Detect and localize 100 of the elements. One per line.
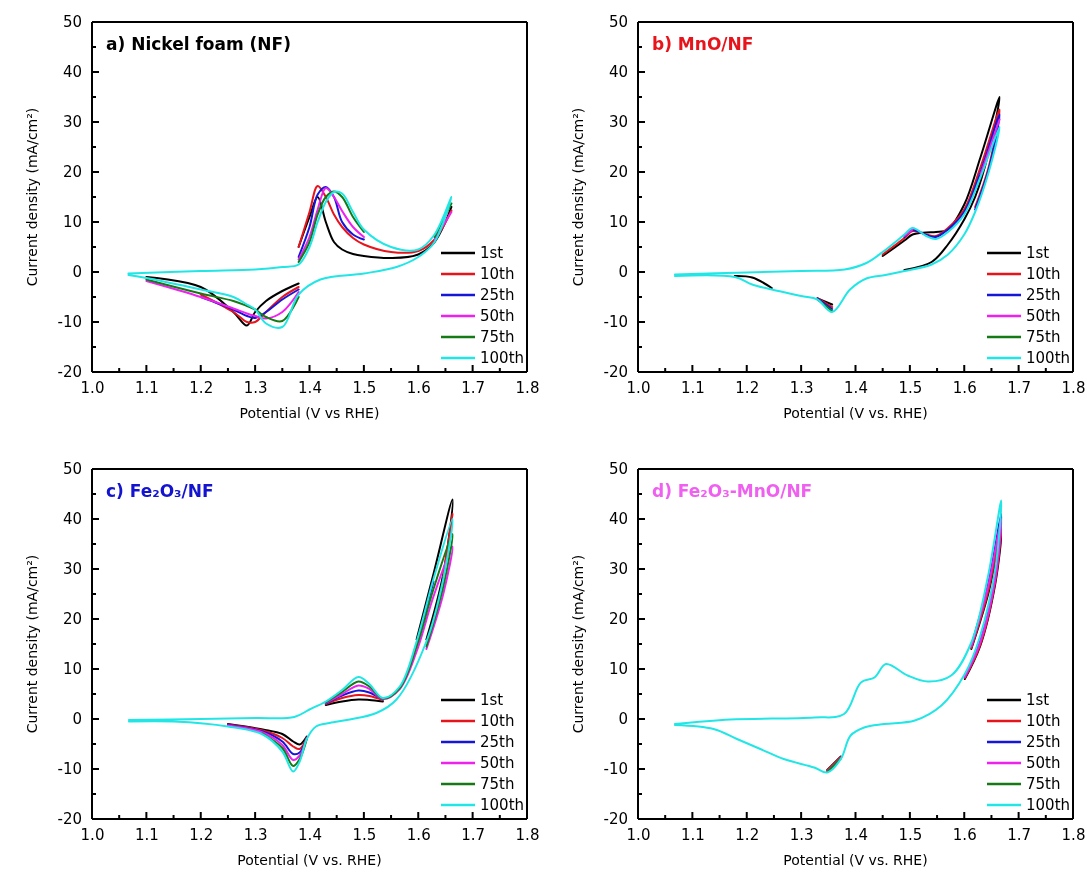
legend-label: 50th [1026, 754, 1061, 772]
x-tick-label: 1.7 [461, 378, 486, 397]
legend-label: 10th [1026, 712, 1061, 730]
x-tick-label: 1.1 [134, 825, 159, 844]
y-tick-label: -10 [57, 760, 82, 779]
x-tick-label: 1.8 [1061, 825, 1086, 844]
x-axis-title: Potential (V vs. RHE) [783, 852, 928, 868]
y-tick-label: -10 [603, 313, 628, 332]
y-tick-label: -20 [57, 810, 82, 829]
legend-label: 100th [480, 796, 525, 814]
legend-label: 10th [1026, 265, 1061, 283]
legend-label: 25th [1026, 286, 1061, 304]
x-axis-title: Potential (V vs. RHE) [237, 852, 382, 868]
x-tick-label: 1.6 [952, 825, 977, 844]
y-tick-label: 20 [608, 163, 628, 182]
line-series [127, 518, 454, 773]
y-tick-label: -10 [603, 760, 628, 779]
x-tick-label: 1.5 [352, 825, 377, 844]
legend-label: 100th [1026, 349, 1071, 367]
x-tick-label: 1.4 [298, 825, 322, 844]
legend-label: 100th [1026, 796, 1071, 814]
y-tick-label: -20 [603, 810, 628, 829]
text: b) MnO/NF [652, 34, 754, 54]
y-tick-label: 0 [618, 710, 628, 729]
legend-label: 75th [480, 328, 515, 346]
line-series [673, 499, 1003, 774]
x-tick-label: 1.6 [406, 825, 431, 844]
x-tick-label: 1.4 [844, 825, 868, 844]
y-tick-label: 30 [62, 560, 82, 579]
y-tick-label: 50 [608, 13, 628, 32]
x-tick-label: 1.8 [515, 825, 540, 844]
x-tick-label: 1.3 [243, 378, 268, 397]
y-tick-label: 30 [608, 113, 628, 132]
y-tick-label: 0 [72, 710, 82, 729]
y-tick-label: 40 [608, 510, 628, 529]
y-axis-title: Current density (mA/cm²) [570, 554, 586, 734]
y-tick-label: 50 [62, 460, 82, 479]
y-axis-title: Current density (mA/cm²) [24, 107, 40, 287]
x-tick-label: 1.0 [626, 378, 651, 397]
y-tick-label: 50 [62, 13, 82, 32]
x-tick-label: 1.4 [844, 378, 868, 397]
x-tick-label: 1.5 [898, 825, 923, 844]
legend-label: 1st [480, 244, 504, 262]
x-tick-label: 1.1 [134, 378, 159, 397]
x-tick-label: 1.6 [952, 378, 977, 397]
legend-label: 1st [480, 691, 504, 709]
x-axis-title: Potential (V vs. RHE) [783, 405, 928, 421]
y-axis-title: Current density (mA/cm²) [24, 554, 40, 734]
y-tick-label: 20 [62, 163, 82, 182]
text: a) Nickel foam (NF) [106, 34, 291, 54]
legend-label: 25th [480, 286, 515, 304]
y-tick-label: 10 [62, 213, 82, 232]
line-series [673, 126, 1001, 313]
legend-label: 50th [480, 754, 515, 772]
x-tick-label: 1.0 [80, 825, 105, 844]
x-tick-label: 1.7 [1007, 825, 1032, 844]
legend-label: 100th [480, 349, 525, 367]
legend-label: 1st [1026, 244, 1050, 262]
x-tick-label: 1.0 [626, 825, 651, 844]
x-tick-label: 1.3 [789, 378, 814, 397]
y-tick-label: 20 [62, 610, 82, 629]
x-tick-label: 1.7 [1007, 378, 1032, 397]
x-tick-label: 1.8 [1061, 378, 1086, 397]
y-tick-label: 20 [608, 610, 628, 629]
y-tick-label: -10 [57, 313, 82, 332]
text: c) Fe₂O₃/NF [106, 481, 214, 501]
x-tick-label: 1.7 [461, 825, 486, 844]
x-tick-label: 1.5 [898, 378, 923, 397]
y-tick-label: 0 [618, 263, 628, 282]
y-tick-label: 10 [608, 213, 628, 232]
x-tick-label: 1.0 [80, 378, 105, 397]
legend-label: 10th [480, 712, 515, 730]
x-tick-label: 1.3 [243, 825, 268, 844]
y-tick-label: 40 [608, 63, 628, 82]
x-tick-label: 1.5 [352, 378, 377, 397]
x-tick-label: 1.6 [406, 378, 431, 397]
legend-label: 10th [480, 265, 515, 283]
x-tick-label: 1.4 [298, 378, 322, 397]
legend-label: 25th [480, 733, 515, 751]
legend-label: 25th [1026, 733, 1061, 751]
x-tick-label: 1.2 [735, 825, 760, 844]
y-tick-label: 40 [62, 510, 82, 529]
y-tick-label: 10 [62, 660, 82, 679]
y-tick-label: -20 [603, 363, 628, 382]
y-tick-label: -20 [57, 363, 82, 382]
y-tick-label: 0 [72, 263, 82, 282]
y-tick-label: 30 [608, 560, 628, 579]
legend-label: 75th [1026, 775, 1061, 793]
x-tick-label: 1.1 [680, 825, 705, 844]
y-tick-label: 40 [62, 63, 82, 82]
legend-label: 75th [480, 775, 515, 793]
x-tick-label: 1.2 [735, 378, 760, 397]
legend-label: 50th [480, 307, 515, 325]
legend-label: 50th [1026, 307, 1061, 325]
y-tick-label: 30 [62, 113, 82, 132]
y-tick-label: 50 [608, 460, 628, 479]
y-tick-label: 10 [608, 660, 628, 679]
x-axis-title: Potential (V vs RHE) [239, 405, 380, 421]
x-tick-label: 1.2 [189, 825, 214, 844]
x-tick-label: 1.2 [189, 378, 214, 397]
